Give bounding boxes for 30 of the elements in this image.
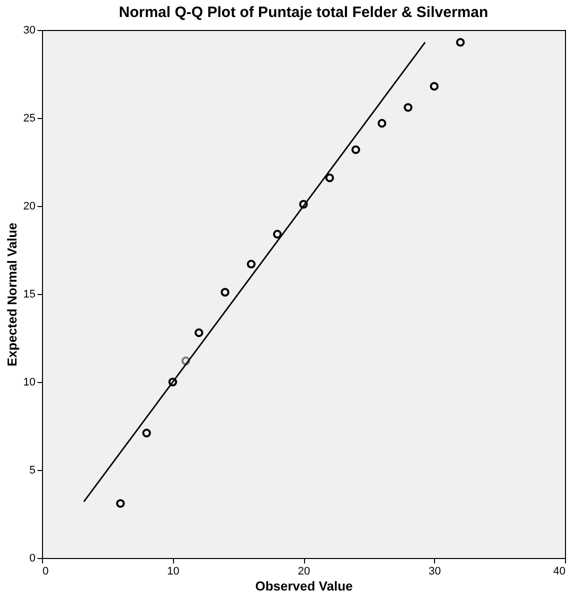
point [116, 499, 125, 508]
point [456, 38, 465, 47]
y-tick-label: 5 [29, 464, 36, 476]
x-axis-title: Observed Value [255, 578, 353, 594]
chart-title: Normal Q-Q Plot of Puntaje total Felder & Silverman [118, 4, 488, 21]
point [142, 428, 151, 438]
x-tick-label: 10 [167, 566, 180, 578]
y-tick-label: 15 [23, 288, 36, 300]
point [246, 260, 256, 268]
point [351, 145, 360, 154]
point [194, 328, 204, 338]
point [168, 378, 178, 386]
point [404, 103, 412, 112]
y-axis-title: Expected Normal Value [4, 222, 20, 366]
y-tick-label: 0 [29, 552, 36, 564]
point [299, 200, 308, 209]
point [325, 173, 334, 182]
y-tick-label: 10 [23, 376, 36, 388]
point [430, 82, 439, 91]
x-tick-label: 0 [42, 566, 49, 578]
point [272, 230, 282, 239]
point [378, 118, 386, 128]
point [181, 356, 190, 366]
y-tick-label: 30 [23, 24, 36, 36]
point [220, 288, 230, 297]
y-tick-label: 25 [23, 112, 36, 124]
x-tick-label: 20 [298, 566, 310, 578]
x-tick-label: 40 [553, 566, 566, 578]
x-tick-label: 30 [428, 566, 441, 578]
y-tick-label: 20 [23, 200, 36, 212]
